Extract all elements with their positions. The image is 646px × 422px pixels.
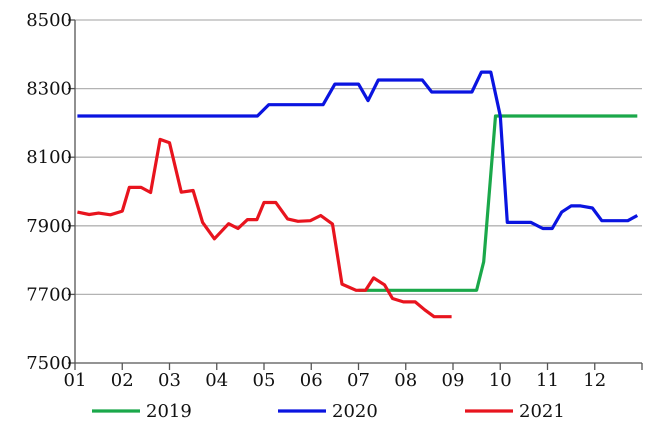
y-tick-label: 8300 xyxy=(26,79,72,100)
series-line-2021 xyxy=(77,137,452,319)
x-tick-label: 12 xyxy=(583,370,606,391)
y-tick-label: 7700 xyxy=(26,284,72,305)
x-tick-label: 07 xyxy=(347,370,370,391)
legend-label: 2021 xyxy=(519,401,565,422)
grid-lines xyxy=(75,19,642,296)
x-tick-labels: 01 02 03 04 05 06 07 08 09 10 11 12 xyxy=(64,370,607,391)
y-tick-labels: 7500 7700 7900 8100 8300 8500 xyxy=(26,10,72,374)
series-lines xyxy=(77,70,639,319)
y-tick-label: 8500 xyxy=(26,10,72,31)
legend-label: 2019 xyxy=(146,401,192,422)
x-tick-label: 08 xyxy=(394,370,417,391)
series-line-2020 xyxy=(77,70,639,231)
x-tick-label: 09 xyxy=(442,370,465,391)
y-tick-label: 7900 xyxy=(26,216,72,237)
y-tick-label: 7500 xyxy=(26,353,72,374)
axes xyxy=(68,19,643,370)
legend-label: 2020 xyxy=(332,401,378,422)
x-tick-label: 06 xyxy=(300,370,323,391)
x-tick-label: 02 xyxy=(111,370,134,391)
series-line-2019 xyxy=(358,114,638,292)
legend: 2019 2020 2021 xyxy=(92,401,565,422)
x-tick-label: 01 xyxy=(64,370,87,391)
x-tick-label: 11 xyxy=(536,370,559,391)
y-tick-label: 8100 xyxy=(26,147,72,168)
x-tick-label: 10 xyxy=(489,370,512,391)
x-tick-label: 03 xyxy=(158,370,181,391)
x-tick-label: 04 xyxy=(205,370,228,391)
x-tick-label: 05 xyxy=(253,370,276,391)
